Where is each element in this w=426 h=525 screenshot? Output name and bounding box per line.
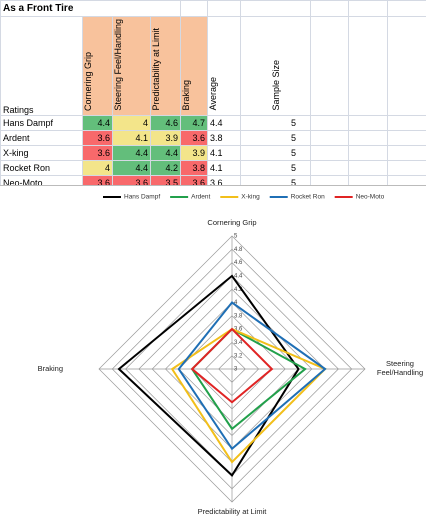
r-tick-label: 4.8 [234, 247, 243, 253]
cell [208, 1, 241, 17]
legend-label: Rocket Ron [291, 194, 325, 201]
value-cell: 5 [241, 115, 311, 130]
column-header-text: Sample Size [271, 60, 281, 111]
row-label: Rocket Ron [1, 160, 83, 175]
value-cell: 4.1 [208, 160, 241, 175]
row: As a Front Tire [1, 1, 426, 17]
value-cell: 4.4 [113, 160, 151, 175]
column-header-text: Cornering Grip [83, 52, 93, 111]
column-header-text: Steering Feel/Handling [113, 19, 123, 111]
row-label: X-king [1, 145, 83, 160]
r-tick-label: 3 [234, 367, 238, 373]
legend-label: Hans Dampf [124, 194, 160, 201]
cell [388, 145, 426, 160]
cell [388, 115, 426, 130]
value-cell: 4.4 [151, 145, 181, 160]
column-header: Braking [181, 17, 208, 116]
cell [241, 1, 311, 17]
value-cell: 4 [113, 115, 151, 130]
value-cell: 4.4 [83, 115, 113, 130]
cell [311, 160, 349, 175]
cell [181, 1, 208, 17]
cell [349, 145, 388, 160]
r-tick-label: 3.4 [234, 340, 243, 346]
row-label: Ardent [1, 130, 83, 145]
legend: Hans Dampf Ardent X-king Rocket Ron Neo-Moto [103, 194, 385, 201]
column-header: Average [208, 17, 241, 116]
r-tick-label: 4.4 [234, 273, 243, 279]
cell [311, 115, 349, 130]
value-cell: 3.8 [208, 130, 241, 145]
cell [311, 130, 349, 145]
value-cell: 3.9 [151, 130, 181, 145]
column-header: Predictability at Limit [151, 17, 181, 116]
value-cell: 5 [241, 160, 311, 175]
row-label: Hans Dampf [1, 115, 83, 130]
cell [311, 1, 349, 17]
column-header-text: Average [208, 77, 218, 110]
column-header-text: Predictability at Limit [151, 28, 161, 111]
category-label: Cornering Grip [187, 218, 277, 227]
value-cell: 3.6 [181, 130, 208, 145]
value-cell: 4.7 [181, 115, 208, 130]
cell [311, 145, 349, 160]
column-header: Cornering Grip [83, 17, 113, 116]
corner-label: Ratings [1, 17, 83, 116]
category-label: Braking [3, 364, 63, 373]
value-cell: 3.6 [83, 145, 113, 160]
cell [349, 17, 388, 116]
value-cell: 5 [241, 130, 311, 145]
value-cell: 4.2 [151, 160, 181, 175]
r-tick-label: 3.2 [234, 353, 243, 359]
cell [388, 160, 426, 175]
value-cell: 3.6 [83, 130, 113, 145]
cell [388, 130, 426, 145]
r-tick-label: 5 [234, 234, 238, 240]
r-tick-label: 4.6 [234, 260, 243, 266]
category-label: Predictability at Limit [172, 507, 292, 516]
cell [349, 160, 388, 175]
cell [349, 1, 388, 17]
legend-label: Neo-Moto [356, 194, 385, 201]
column-header: Steering Feel/Handling [113, 17, 151, 116]
value-cell: 4.1 [208, 145, 241, 160]
cell [349, 130, 388, 145]
cell [349, 115, 388, 130]
column-header-text: Braking [181, 80, 191, 111]
value-cell: 3.9 [181, 145, 208, 160]
r-tick-label: 3.8 [234, 313, 243, 319]
cell [388, 17, 426, 116]
value-cell: 3.8 [181, 160, 208, 175]
value-cell: 4.4 [113, 145, 151, 160]
legend-label: Ardent [191, 194, 210, 201]
column-header: Sample Size [241, 17, 311, 116]
sheet-title: As a Front Tire [1, 1, 181, 17]
cell [311, 17, 349, 116]
value-cell: 4.4 [208, 115, 241, 130]
value-cell: 4.1 [113, 130, 151, 145]
value-cell: 5 [241, 145, 311, 160]
cell [388, 1, 426, 17]
value-cell: 4 [83, 160, 113, 175]
value-cell: 4.6 [151, 115, 181, 130]
category-label: Steering Feel/Handling [368, 359, 426, 377]
legend-label: X-king [241, 194, 260, 201]
